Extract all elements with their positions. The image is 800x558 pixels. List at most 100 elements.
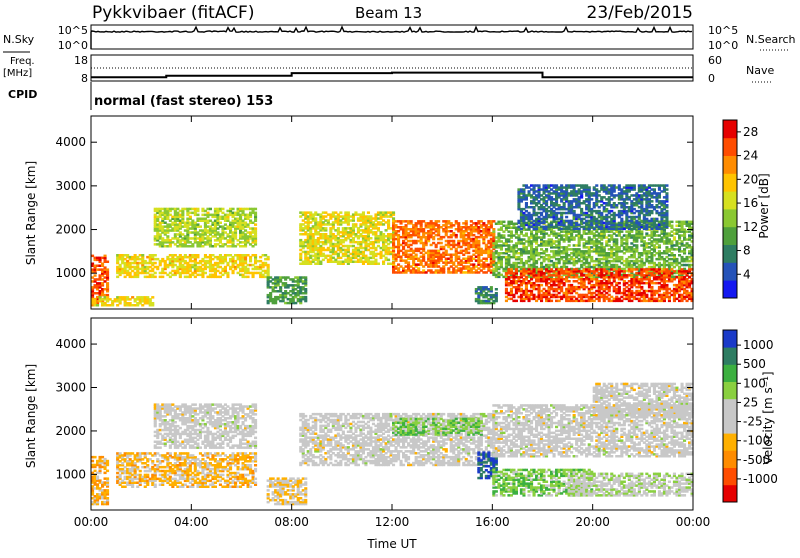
power-cell <box>457 256 460 259</box>
beam-title: Beam 13 <box>355 4 422 22</box>
power-cell <box>254 208 257 211</box>
power-cell <box>387 219 390 222</box>
power-cell <box>161 276 164 279</box>
power-cell <box>477 240 480 243</box>
power-band-5 <box>299 211 395 265</box>
power-cell <box>254 227 257 230</box>
power-cell <box>452 240 455 243</box>
freq-unit-label: [MHz] <box>3 68 32 79</box>
power-cell <box>204 272 207 275</box>
power-cell <box>96 304 99 307</box>
power-cell <box>545 248 548 251</box>
power-cell <box>515 268 518 271</box>
freq-label: Freq. <box>10 56 35 67</box>
power-cell <box>492 220 495 223</box>
nsky-tick-bottom-left: 10^0 <box>58 39 88 52</box>
power-cell <box>673 254 676 257</box>
power-band-4 <box>267 276 308 304</box>
power-cell <box>670 221 673 224</box>
power-cell <box>362 211 365 214</box>
power-cell <box>304 296 307 299</box>
power-cell <box>495 292 498 295</box>
power-cell <box>410 220 413 223</box>
power-cell <box>304 288 307 291</box>
power-cell <box>623 270 626 273</box>
cpid-text: normal (fast stereo) 153 <box>94 94 273 109</box>
nsky-trace <box>91 27 692 49</box>
power-band-3 <box>154 208 257 248</box>
power-cell <box>304 276 307 279</box>
power-band-6 <box>392 220 495 274</box>
power-cell <box>337 227 340 230</box>
power-cell <box>673 236 676 239</box>
cpid-strip: CPID normal (fast stereo) 153 <box>8 82 273 110</box>
power-cell <box>492 230 495 233</box>
power-cell <box>141 254 144 257</box>
power-cell <box>154 272 157 275</box>
power-cell <box>495 288 498 291</box>
power-cell <box>254 212 257 215</box>
power-cell <box>635 244 638 247</box>
power-cell <box>525 232 528 235</box>
power-cell <box>658 244 661 247</box>
power-cell <box>106 261 109 264</box>
nsky-frame <box>91 25 693 49</box>
freq-tick-bottom-left: 8 <box>81 72 88 85</box>
power-cell <box>533 268 536 271</box>
power-cell <box>502 221 505 224</box>
power-cell <box>151 296 154 299</box>
power-cell <box>618 286 621 289</box>
power-cell <box>540 284 543 287</box>
power-cell <box>630 274 633 277</box>
power-cell <box>154 276 157 279</box>
nsky-tick-bottom-right: 10^0 <box>708 39 738 52</box>
power-cell <box>166 235 169 238</box>
power-cell <box>209 208 212 211</box>
power-cell <box>640 230 643 233</box>
power-cell <box>94 274 97 277</box>
power-cell <box>154 254 157 257</box>
power-cell <box>407 261 410 264</box>
power-cell <box>354 223 357 226</box>
power-cell <box>520 258 523 261</box>
freq-strip: Freq. [MHz] 18 8 60 0 Nave <box>3 54 774 85</box>
power-cell <box>670 225 673 228</box>
power-cell <box>247 276 250 279</box>
power-cell <box>550 300 553 303</box>
power-cell <box>387 259 390 262</box>
power-cell <box>254 223 257 226</box>
power-cell <box>620 230 623 233</box>
power-cell <box>254 254 257 257</box>
nsky-tick-top-left: 10^5 <box>58 24 88 37</box>
power-cell <box>540 268 543 271</box>
power-cell <box>440 242 443 245</box>
power-cell <box>267 264 270 267</box>
date-title: 23/Feb/2015 <box>587 3 693 23</box>
power-cell <box>615 238 618 241</box>
power-cell <box>392 211 395 214</box>
power-cell <box>568 280 571 283</box>
power-cell <box>199 225 202 228</box>
power-cell <box>640 286 643 289</box>
power-cell <box>226 272 229 275</box>
power-cell <box>510 240 513 243</box>
power-cell <box>347 211 350 214</box>
power-cell <box>415 254 418 257</box>
nave-label: Nave <box>746 64 774 77</box>
power-cell <box>221 208 224 211</box>
power-cell <box>457 222 460 225</box>
power-cell <box>314 217 317 220</box>
power-cell <box>510 268 513 271</box>
power-cell <box>510 230 513 233</box>
power-cell <box>590 256 593 259</box>
power-cell <box>568 244 571 247</box>
power-band-9 <box>505 268 694 302</box>
power-cell <box>467 252 470 255</box>
power-cell <box>104 255 107 258</box>
power-cell <box>377 227 380 230</box>
power-cell <box>247 268 250 271</box>
power-cell <box>525 276 528 279</box>
power-cell <box>154 262 157 265</box>
